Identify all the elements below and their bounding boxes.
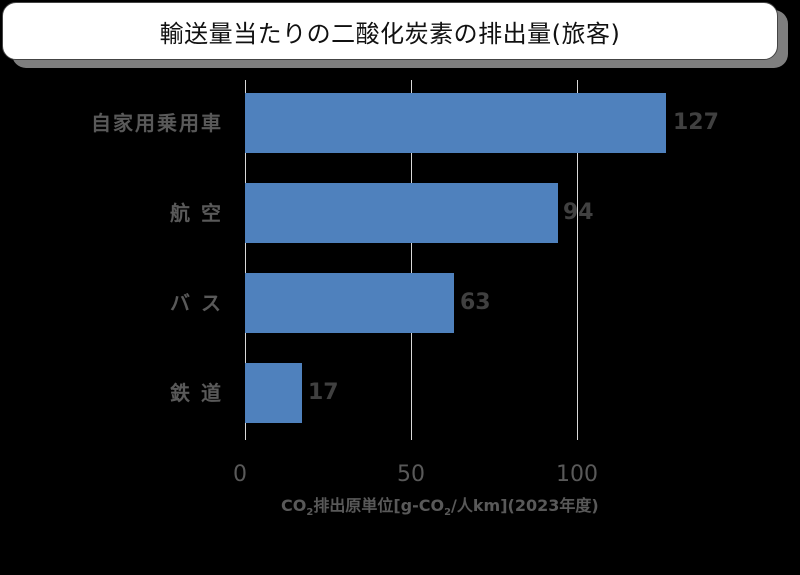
bar-rail [245,363,302,423]
gridline-100 [577,80,578,440]
value-car: 127 [673,110,719,135]
bar-car [245,93,666,153]
x-tick-0: 0 [233,462,247,487]
x-tick-50: 50 [397,462,425,487]
x-tick-100: 100 [556,462,598,487]
axis-line [245,80,246,440]
category-car: 自家用乗用車 [91,111,223,135]
category-bus: バ ス [170,291,223,315]
bar-bus [245,273,454,333]
x-axis-label: CO2排出原単位[g-CO2/人km](2023年度) [281,496,599,519]
plot-area: 127 94 63 17 自家用乗用車 航 空 バ ス 鉄 道 [91,80,800,440]
bar-air [245,183,558,243]
value-air: 94 [563,200,594,225]
category-rail: 鉄 道 [170,381,223,405]
chart-title: 輸送量当たりの二酸化炭素の排出量(旅客) [159,19,621,48]
chart-title-box: 輸送量当たりの二酸化炭素の排出量(旅客) [2,2,778,60]
category-air: 航 空 [170,201,223,225]
gridline-50 [411,80,412,440]
value-rail: 17 [308,380,339,405]
value-bus: 63 [460,290,491,315]
